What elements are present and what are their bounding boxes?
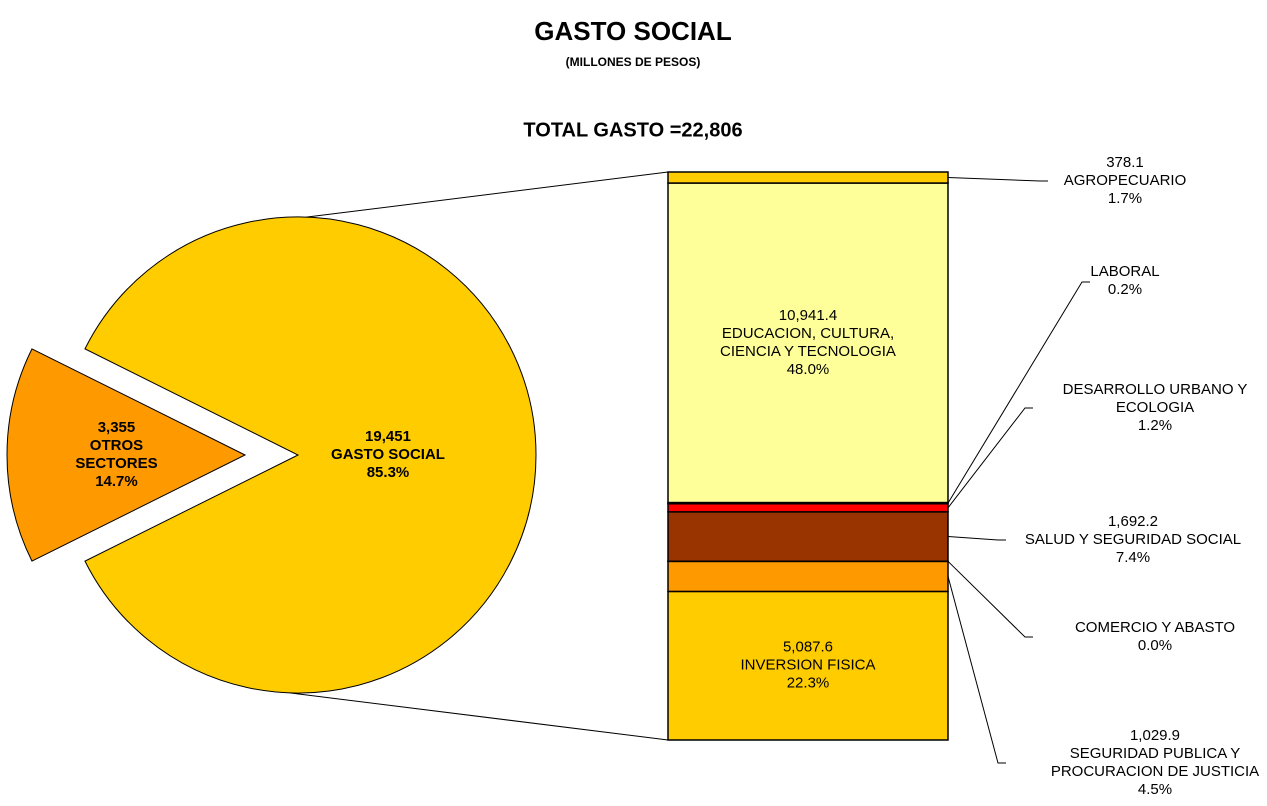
segment-label: 1,029.9 (1130, 727, 1180, 744)
chart-title: GASTO SOCIAL (534, 16, 732, 46)
segment-label: 7.4% (1116, 549, 1150, 566)
leader-line (947, 281, 1090, 504)
segment-label: DESARROLLO URBANO Y (1063, 381, 1248, 398)
bar-segment (667, 560, 949, 593)
segment-label: 1,692.2 (1108, 513, 1158, 530)
leader-line (947, 177, 1048, 182)
leader-line (947, 407, 1033, 509)
segment-label: 5,087.6 (783, 639, 833, 656)
pie-label: 85.3% (367, 464, 410, 481)
segment-label: 378.1 (1106, 154, 1144, 171)
segment-label: AGROPECUARIO (1064, 172, 1187, 189)
connector (289, 692, 669, 741)
segment-label: COMERCIO Y ABASTO (1075, 619, 1235, 636)
segment-label: 48.0% (787, 361, 830, 378)
segment-label: 4.5% (1138, 781, 1172, 798)
leader-line (947, 576, 1006, 764)
segment-label: 1.2% (1138, 417, 1172, 434)
pie-label: SECTORES (75, 455, 157, 472)
segment-label: 0.0% (1138, 637, 1172, 654)
leader-line (947, 560, 1033, 638)
segment-label: 0.2% (1108, 281, 1142, 298)
pie-label: 14.7% (95, 473, 138, 490)
segment-label: ECOLOGIA (1116, 399, 1194, 416)
bar-segment (667, 502, 949, 513)
connector (306, 171, 669, 218)
leader-line (947, 536, 1006, 541)
chart-subtitle: (MILLONES DE PESOS) (566, 55, 701, 69)
pie-slice (6, 348, 247, 562)
segment-label: SALUD Y SEGURIDAD SOCIAL (1025, 531, 1241, 548)
bar-segment (667, 590, 949, 741)
segment-label: PROCURACION DE JUSTICIA (1051, 763, 1259, 780)
segment-label: 10,941.4 (779, 307, 837, 324)
bar-segment (667, 171, 949, 184)
segment-label: INVERSION FISICA (740, 657, 875, 674)
bar-segment (667, 182, 949, 504)
segment-label: EDUCACION, CULTURA, (722, 325, 894, 342)
pie-label: 3,355 (98, 419, 136, 436)
pie-label: GASTO SOCIAL (331, 446, 445, 463)
segment-label: SEGURIDAD PUBLICA Y (1070, 745, 1241, 762)
pie-label: 19,451 (365, 428, 411, 445)
segment-label: 22.3% (787, 675, 830, 692)
bar-segment (667, 511, 949, 563)
segment-label: 1.7% (1108, 190, 1142, 207)
pie-slice (84, 216, 537, 694)
segment-label: LABORAL (1090, 263, 1159, 280)
total-annotation: TOTAL GASTO =22,806 (523, 119, 742, 141)
pie-label: OTROS (90, 437, 143, 454)
segment-label: CIENCIA Y TECNOLOGIA (720, 343, 896, 360)
